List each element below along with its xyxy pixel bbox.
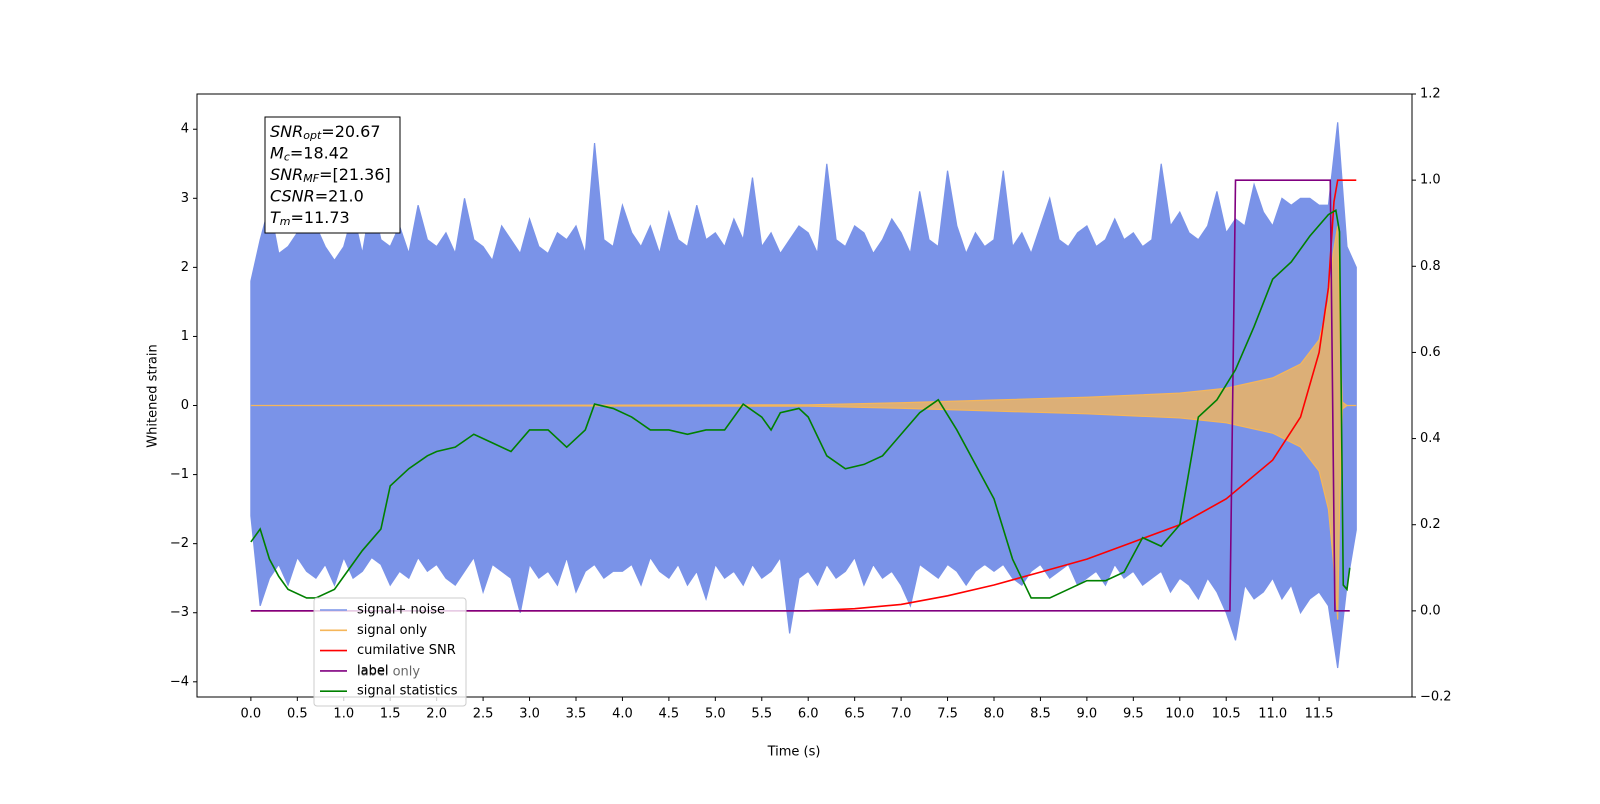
x-tick-label: 1.5	[380, 707, 401, 722]
x-tick-label: 3.0	[519, 707, 540, 722]
legend-frame	[313, 597, 467, 707]
legend-label: signal only	[357, 623, 427, 638]
annotation-line: SNRopt=20.67	[270, 122, 381, 143]
series-line	[250, 179, 1357, 612]
y2-tick-label: −0.2	[1420, 690, 1452, 705]
x-tick-label: 6.0	[798, 707, 819, 722]
x-tick-label: 11.0	[1258, 707, 1287, 722]
y2-tick-label: 1.0	[1420, 173, 1441, 188]
y-tick-label: −1	[170, 467, 189, 482]
y-tick-label: −2	[170, 536, 189, 551]
y2-tick-label: 1.2	[1420, 87, 1441, 102]
x-tick-label: 9.5	[1123, 707, 1144, 722]
x-tick-label: 7.5	[937, 707, 958, 722]
x-tick-label: 4.0	[612, 707, 633, 722]
y-tick-label: 0	[181, 398, 189, 413]
x-tick-label: 2.5	[473, 707, 494, 722]
annotation-line: SNRMF=[21.36]	[270, 165, 391, 186]
x-tick-label: 11.5	[1305, 707, 1334, 722]
legend-label: cumilative SNR	[357, 643, 456, 658]
annotation-frame	[264, 116, 401, 234]
annotation-subscript: c	[284, 151, 290, 164]
x-tick-label: 5.5	[751, 707, 772, 722]
y-tick-label: 1	[181, 329, 189, 344]
annotation-line: CSNR=21.0	[270, 186, 364, 205]
y-tick-label: −3	[170, 605, 189, 620]
x-tick-label: 5.0	[705, 707, 726, 722]
x-tick-label: 2.0	[426, 707, 447, 722]
annotation-symbol: T	[270, 208, 281, 227]
y-tick-label: 4	[181, 122, 189, 137]
x-tick-label: 1.0	[333, 707, 354, 722]
series-line	[250, 209, 1351, 599]
x-tick-label: 8.0	[984, 707, 1005, 722]
annotation-symbol: M	[270, 143, 284, 162]
y-axis-label: Whitened strain	[146, 344, 161, 447]
annotation-line: Mc=18.42	[270, 143, 349, 164]
x-axis-label: Time (s)	[767, 745, 821, 760]
series-line	[250, 179, 1350, 612]
x-tick-label: 3.5	[566, 707, 587, 722]
plot-area	[250, 122, 1357, 669]
annotation-value: =[21.36]	[319, 165, 391, 184]
axes-frame	[196, 93, 1413, 698]
annotation-subscript: MF	[303, 172, 319, 185]
annotation-symbol: SNR	[270, 122, 303, 141]
annotation-box: SNRopt=20.67Mc=18.42SNRMF=[21.36]CSNR=21…	[264, 116, 401, 234]
y2-tick-label: 0.6	[1420, 345, 1441, 360]
x-tick-label: 4.5	[659, 707, 680, 722]
series-band	[250, 122, 1357, 669]
x-tick-label: 10.5	[1212, 707, 1241, 722]
y-tick-label: 3	[181, 191, 189, 206]
annotation-value: =20.67	[321, 122, 380, 141]
annotation-symbol: CSNR	[270, 186, 315, 205]
legend-label: signal statistics	[357, 684, 458, 699]
x-tick-label: 10.0	[1165, 707, 1194, 722]
axes: 0.0 0.5 1.0 1.5 2.0 2.5 3.0 3.5 4.0 4.5 5.0 5.5 6.0 6…	[170, 87, 1452, 722]
annotation-value: =11.73	[291, 208, 350, 227]
legend: label only signal+ noise signal only cumila…	[313, 597, 467, 707]
annotation-subscript: opt	[303, 129, 322, 142]
legend-label: signal+ noise	[357, 603, 445, 618]
x-tick-label: 8.5	[1030, 707, 1051, 722]
y-tick-label: −4	[170, 674, 189, 689]
annotation-symbol: SNR	[270, 165, 303, 184]
annotation-line: Tm=11.73	[270, 208, 350, 229]
annotation-value: =18.42	[290, 143, 349, 162]
x-tick-label: 9.0	[1077, 707, 1098, 722]
x-tick-label: 6.5	[844, 707, 865, 722]
annotation-value: =21.0	[315, 186, 364, 205]
y2-tick-label: 0.4	[1420, 431, 1441, 446]
legend-ghost-label: label only	[357, 665, 420, 680]
annotation-subscript: m	[280, 215, 291, 228]
x-tick-label: 7.0	[891, 707, 912, 722]
series-band	[250, 225, 1357, 620]
y-tick-label: 2	[181, 260, 189, 275]
legend-label: label	[357, 663, 388, 678]
x-tick-label: 0.0	[241, 707, 262, 722]
y2-tick-label: 0.0	[1420, 603, 1441, 618]
y2-tick-label: 0.8	[1420, 259, 1441, 274]
y2-tick-label: 0.2	[1420, 517, 1441, 532]
x-tick-label: 0.5	[287, 707, 308, 722]
